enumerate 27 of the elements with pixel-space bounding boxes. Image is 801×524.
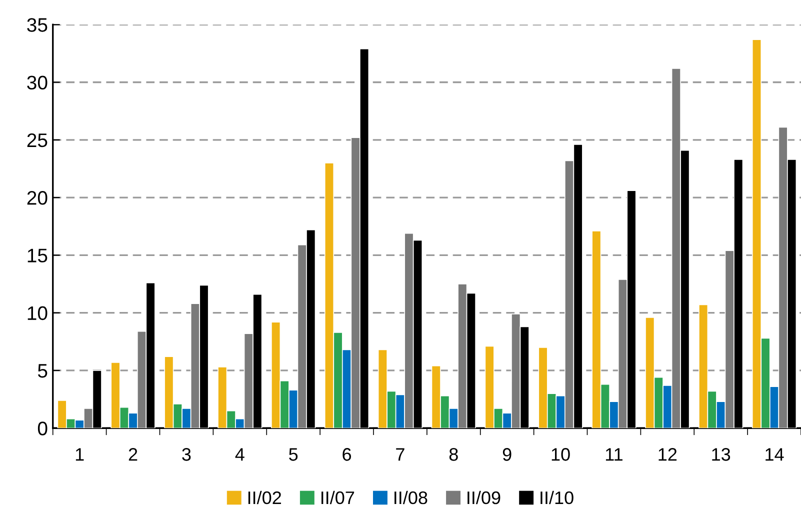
x-tick-label: 4 <box>235 448 244 461</box>
y-tick-label: 35 <box>27 18 48 32</box>
x-tick-label: 13 <box>712 448 730 461</box>
x-tick-label: 8 <box>449 448 458 461</box>
x-tick-label: 7 <box>396 448 404 461</box>
y-tick-label: 20 <box>27 191 48 205</box>
y-tick-label: 25 <box>27 133 48 148</box>
legend-label: II/07 <box>321 490 354 504</box>
y-tick-label: 0 <box>38 422 48 436</box>
y-tick-label: 30 <box>27 76 48 90</box>
y-tick-label: 10 <box>28 306 48 320</box>
x-tick-label: 1 <box>76 448 84 461</box>
x-tick-label: 3 <box>182 448 191 461</box>
x-tick-label: 2 <box>128 448 138 461</box>
x-tick-label: 12 <box>658 448 677 461</box>
legend-label: II/09 <box>468 490 500 504</box>
x-tick-label: 9 <box>502 448 512 461</box>
x-tick-label: 11 <box>606 448 622 461</box>
y-tick-label: 5 <box>38 364 48 378</box>
x-tick-label: 14 <box>766 448 784 461</box>
legend-label: II/02 <box>248 490 281 504</box>
x-tick-label: 6 <box>342 448 352 461</box>
x-tick-label: 5 <box>289 448 298 461</box>
legend-label: II/08 <box>394 490 428 504</box>
y-tick-label: 15 <box>28 248 48 262</box>
legend-label: II/10 <box>540 490 574 504</box>
x-tick-label: 10 <box>552 448 570 461</box>
